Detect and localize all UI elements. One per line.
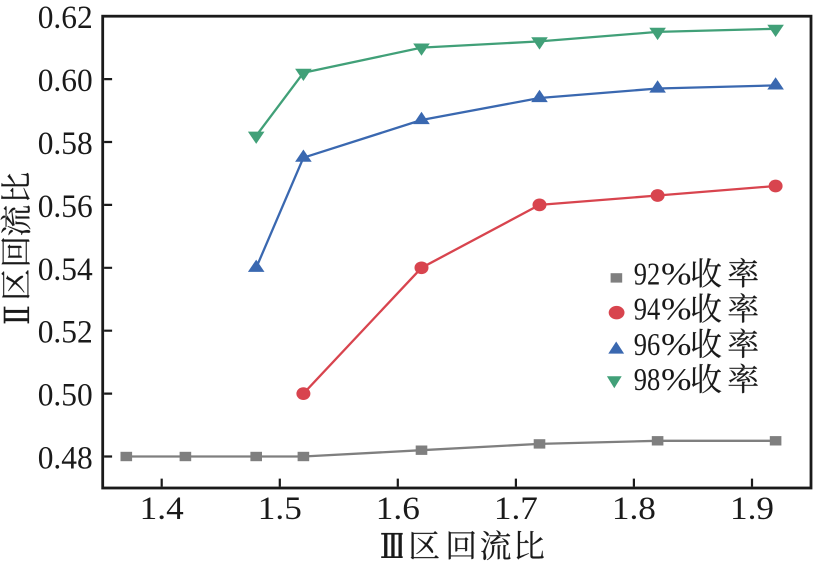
svg-text:1.5: 1.5 xyxy=(258,491,302,527)
svg-text:1.9: 1.9 xyxy=(730,491,774,527)
svg-text:%: % xyxy=(661,291,692,327)
svg-text:%: % xyxy=(661,326,692,362)
svg-text:1.8: 1.8 xyxy=(612,491,656,527)
svg-text:0.60: 0.60 xyxy=(38,63,93,99)
svg-text:0.52: 0.52 xyxy=(38,315,93,351)
svg-text:1.6: 1.6 xyxy=(376,491,420,527)
svg-text:0.48: 0.48 xyxy=(38,441,93,477)
svg-text:96: 96 xyxy=(634,326,661,362)
svg-text:1.7: 1.7 xyxy=(494,491,538,527)
svg-text:0.58: 0.58 xyxy=(38,126,93,162)
svg-text:0.56: 0.56 xyxy=(38,189,93,225)
svg-text:94: 94 xyxy=(634,291,661,327)
svg-text:0.54: 0.54 xyxy=(38,252,93,288)
svg-text:%: % xyxy=(661,361,692,397)
svg-text:0.50: 0.50 xyxy=(38,378,93,414)
svg-text:%: % xyxy=(661,256,692,292)
svg-text:92: 92 xyxy=(634,256,661,292)
svg-text:0.62: 0.62 xyxy=(38,0,93,36)
svg-text:98: 98 xyxy=(634,361,661,397)
svg-text:1.4: 1.4 xyxy=(140,491,184,527)
